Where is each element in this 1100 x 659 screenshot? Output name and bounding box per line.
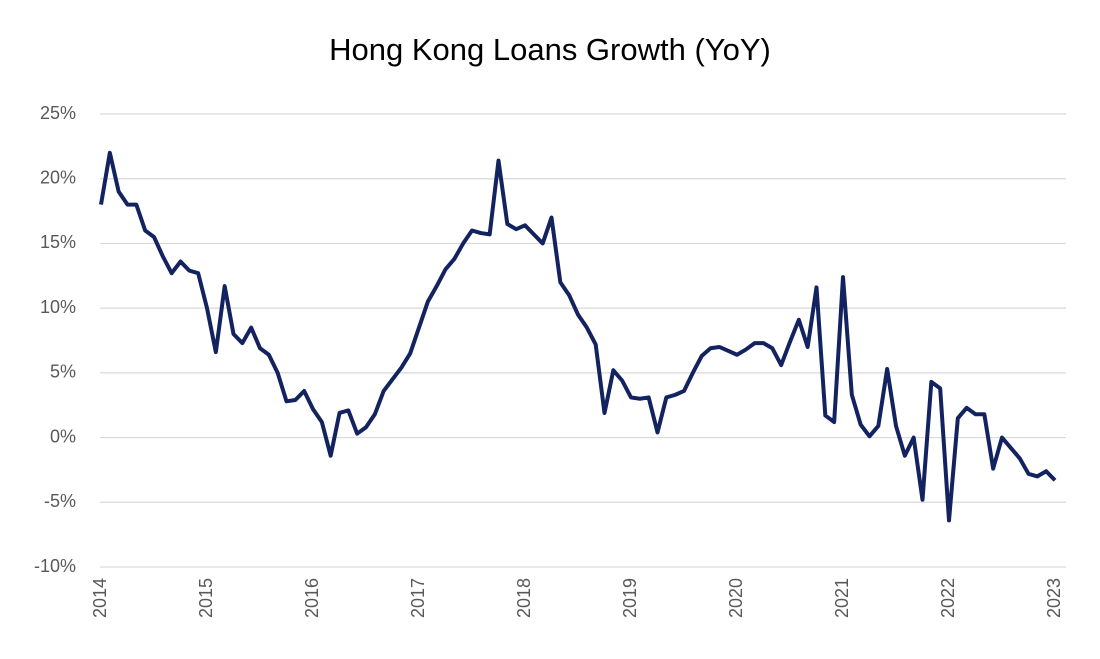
y-tick-label: 0% [50, 426, 76, 446]
y-tick-label: 25% [40, 103, 76, 123]
y-tick-label: 10% [40, 297, 76, 317]
y-tick-label: 15% [40, 232, 76, 252]
x-tick-label: 2019 [620, 578, 640, 618]
x-tick-label: 2016 [302, 578, 322, 618]
y-tick-label: 5% [50, 362, 76, 382]
x-tick-label: 2014 [90, 578, 110, 618]
y-tick-label: -5% [44, 491, 76, 511]
x-tick-label: 2022 [938, 578, 958, 618]
data-line [99, 150, 1057, 523]
x-tick-label: 2015 [196, 578, 216, 618]
x-tick-label: 2023 [1044, 578, 1064, 618]
chart-title: Hong Kong Loans Growth (YoY) [329, 32, 771, 67]
x-tick-label: 2018 [514, 578, 534, 618]
x-tick-label: 2017 [408, 578, 428, 618]
y-tick-label: 20% [40, 167, 76, 187]
x-tick-label: 2021 [832, 578, 852, 618]
x-tick-label: 2020 [726, 578, 746, 618]
y-tick-label: -10% [34, 556, 76, 576]
